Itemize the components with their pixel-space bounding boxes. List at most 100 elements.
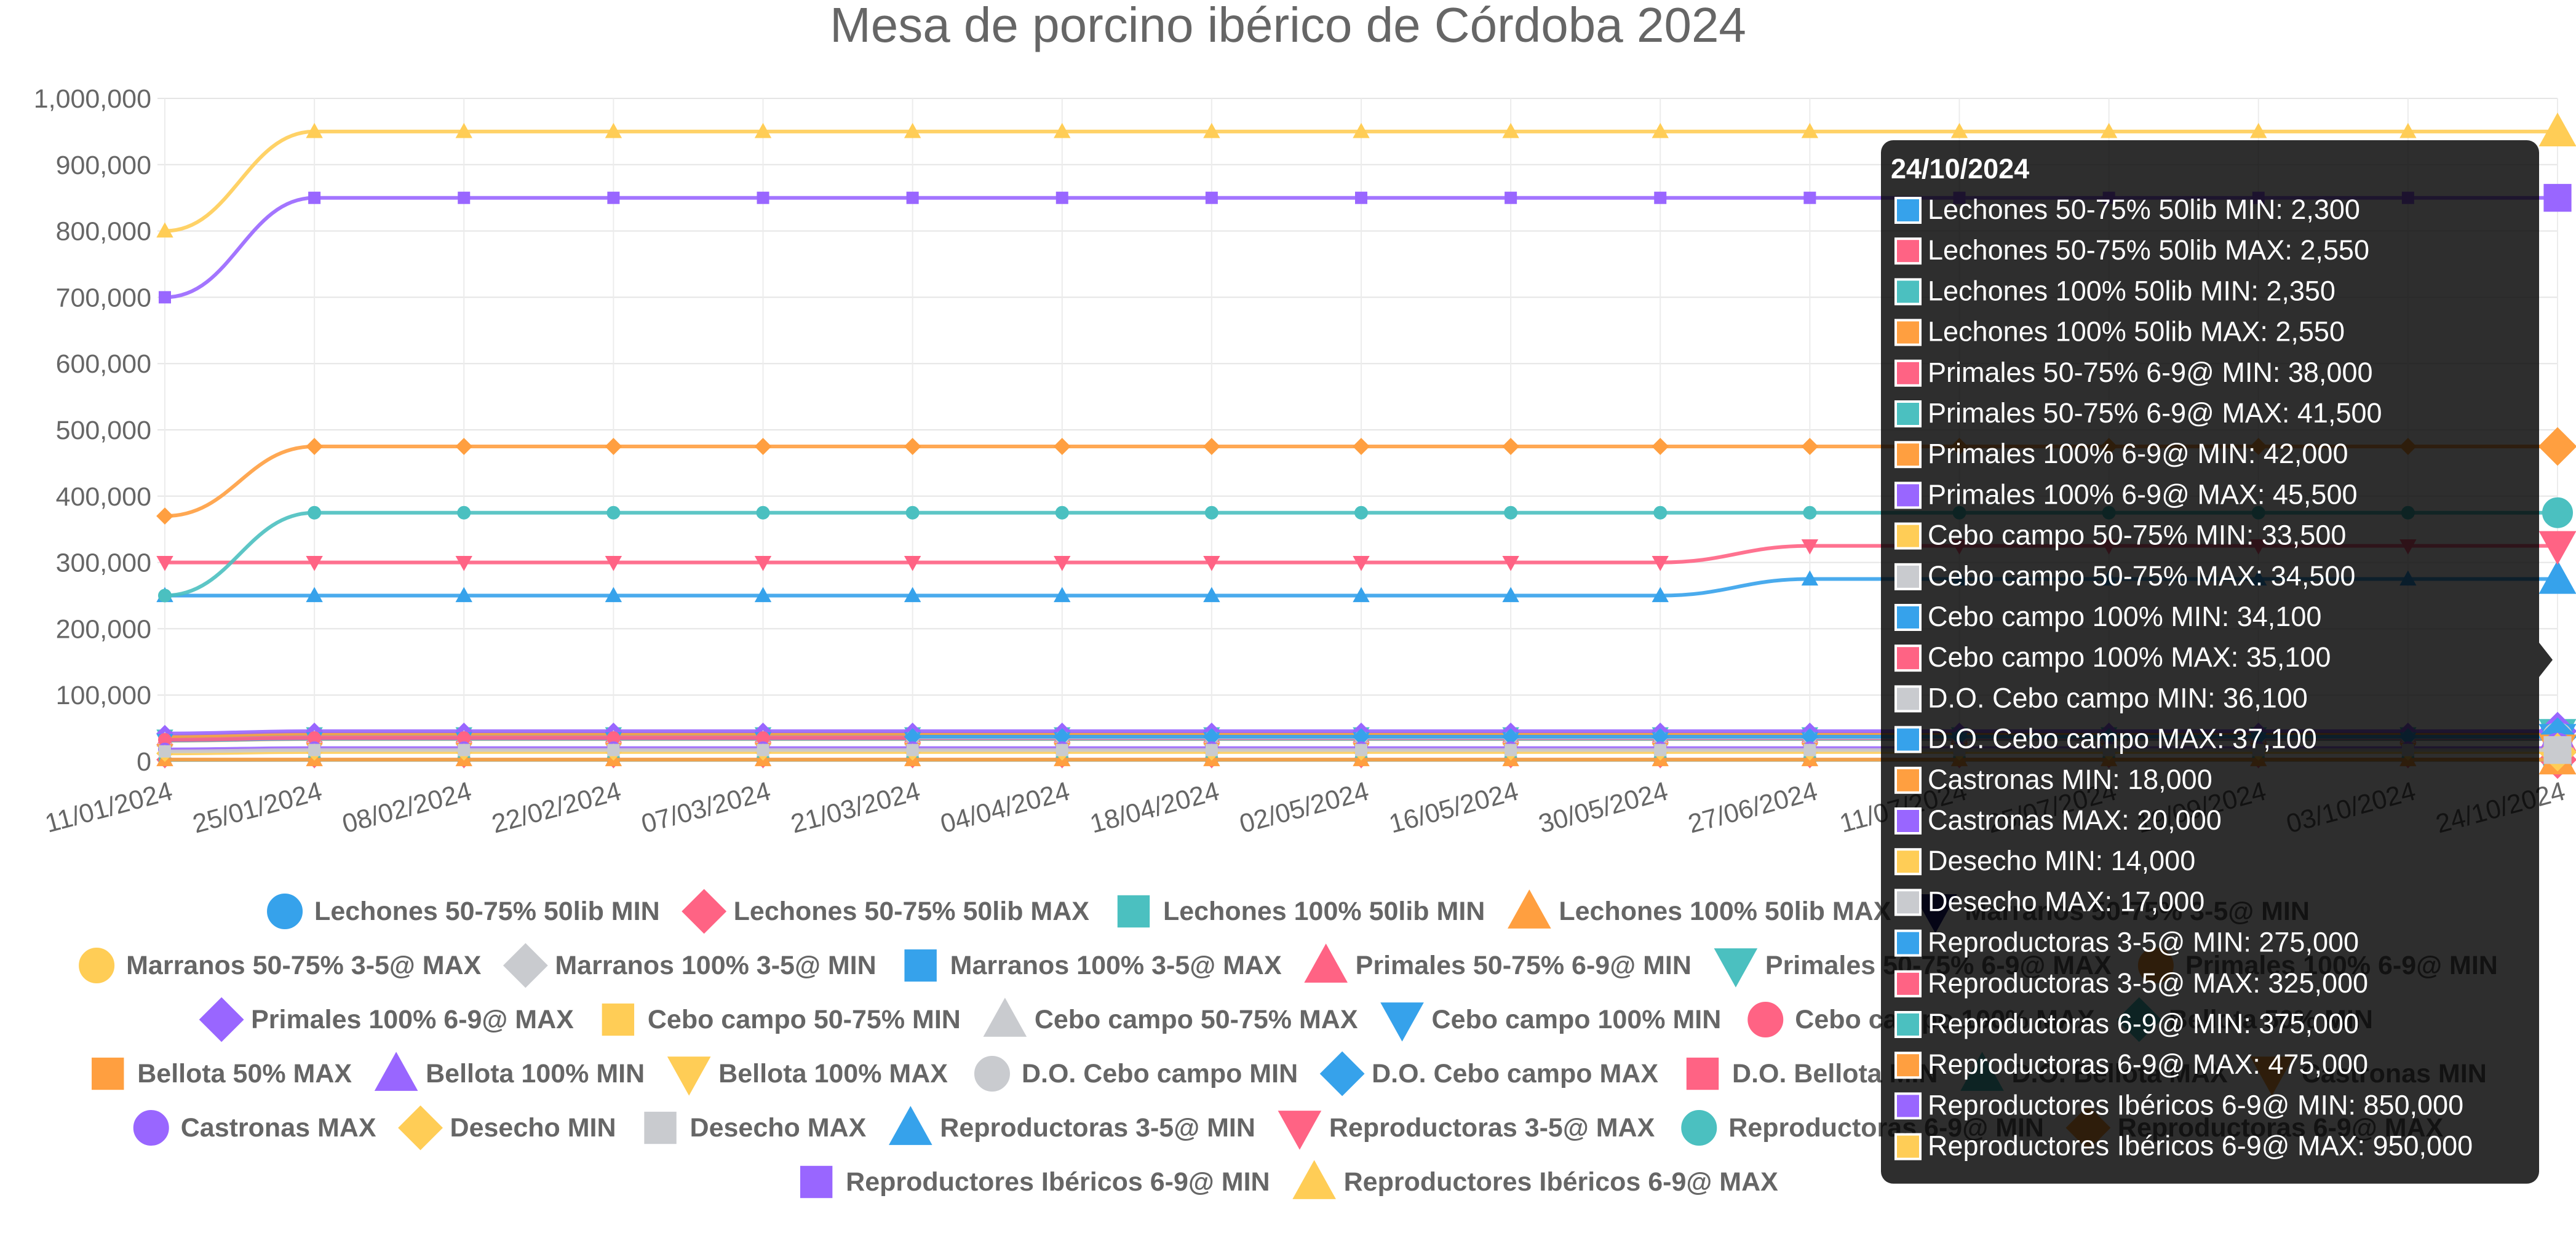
x-tick-label: 18/04/2024 bbox=[1087, 777, 1222, 839]
data-point-hovered bbox=[2543, 498, 2572, 528]
legend-label: Lechones 50-75% 50lib MIN bbox=[314, 897, 660, 926]
data-point bbox=[1204, 438, 1219, 454]
legend-item[interactable]: Marranos 100% 3-5@ MIN bbox=[504, 944, 876, 987]
legend-label: Reproductoras 3-5@ MAX bbox=[1329, 1113, 1655, 1143]
data-point bbox=[1056, 507, 1068, 519]
data-point bbox=[1803, 507, 1816, 519]
legend-label: Cebo campo 50-75% MAX bbox=[1035, 1005, 1358, 1034]
y-tick-label: 700,000 bbox=[56, 283, 151, 312]
legend-item[interactable]: Reproductoras 3-5@ MIN bbox=[890, 1107, 1255, 1144]
legend-item[interactable]: Bellota 50% MAX bbox=[92, 1058, 352, 1089]
legend-swatch bbox=[1715, 949, 1756, 986]
legend-item[interactable]: Desecho MIN bbox=[399, 1106, 616, 1149]
tooltip-swatch bbox=[1897, 850, 1919, 873]
legend-item[interactable]: Lechones 50-75% 50lib MIN bbox=[268, 894, 660, 929]
x-tick-label: 25/01/2024 bbox=[189, 777, 325, 839]
y-tick-label: 200,000 bbox=[56, 614, 151, 644]
y-tick-label: 500,000 bbox=[56, 416, 151, 445]
tooltip-swatch bbox=[1897, 322, 1919, 344]
legend-label: Cebo campo 50-75% MIN bbox=[648, 1005, 961, 1034]
y-axis: 0100,000200,000300,000400,000500,000600,… bbox=[34, 84, 151, 777]
legend-item[interactable]: D.O. Cebo campo MAX bbox=[1321, 1052, 1658, 1095]
data-point bbox=[1206, 507, 1218, 519]
tooltip-swatch bbox=[1897, 1136, 1919, 1158]
legend-item[interactable]: Castronas MAX bbox=[134, 1111, 376, 1145]
tooltip-line: Lechones 100% 50lib MIN: 2,350 bbox=[1928, 275, 2335, 306]
data-point bbox=[456, 438, 472, 454]
legend-label: Lechones 100% 50lib MAX bbox=[1559, 897, 1891, 926]
data-point bbox=[1356, 745, 1367, 756]
x-tick-label: 04/04/2024 bbox=[937, 777, 1073, 839]
tooltip-swatch bbox=[1897, 1013, 1919, 1036]
data-point bbox=[1356, 192, 1367, 204]
data-point-hovered bbox=[2544, 184, 2570, 211]
y-tick-label: 0 bbox=[137, 747, 151, 777]
x-tick-label: 22/02/2024 bbox=[489, 777, 624, 839]
data-point bbox=[907, 192, 918, 204]
legend-item[interactable]: D.O. Cebo campo MIN bbox=[975, 1057, 1298, 1091]
legend-swatch bbox=[603, 1004, 634, 1035]
tooltip-swatch bbox=[1897, 810, 1919, 832]
y-tick-label: 1,000,000 bbox=[34, 84, 151, 114]
legend-item[interactable]: Marranos 50-75% 3-5@ MAX bbox=[79, 948, 482, 983]
data-point bbox=[1655, 745, 1666, 756]
legend-item[interactable]: Cebo campo 100% MIN bbox=[1381, 1003, 1721, 1040]
legend-label: Lechones 100% 50lib MIN bbox=[1163, 897, 1485, 926]
legend-swatch bbox=[200, 998, 243, 1041]
tooltip-line: Lechones 50-75% 50lib MAX: 2,550 bbox=[1928, 234, 2369, 266]
legend-item[interactable]: Lechones 100% 50lib MIN bbox=[1118, 896, 1485, 927]
data-point bbox=[1653, 438, 1668, 454]
legend-item[interactable]: Reproductores Ibéricos 6-9@ MIN bbox=[801, 1167, 1270, 1197]
legend-item[interactable]: Lechones 50-75% 50lib MAX bbox=[683, 890, 1090, 933]
data-point bbox=[907, 745, 918, 756]
legend-swatch bbox=[1748, 1002, 1783, 1037]
data-point bbox=[1206, 745, 1217, 756]
tooltip-swatch bbox=[1897, 280, 1919, 303]
legend-item[interactable]: Cebo campo 50-75% MIN bbox=[603, 1004, 961, 1035]
legend-swatch bbox=[399, 1106, 442, 1149]
tooltip-line: Reproductoras 3-5@ MAX: 325,000 bbox=[1928, 967, 2368, 999]
data-point bbox=[907, 507, 919, 519]
x-tick-label: 07/03/2024 bbox=[638, 777, 774, 839]
y-tick-label: 600,000 bbox=[56, 349, 151, 379]
legend-item[interactable]: Desecho MAX bbox=[645, 1112, 866, 1143]
legend-item[interactable]: Bellota 100% MIN bbox=[376, 1053, 645, 1090]
data-point bbox=[1054, 438, 1070, 454]
data-point bbox=[1804, 192, 1815, 204]
chart-title: Mesa de porcino ibérico de Córdoba 2024 bbox=[830, 0, 1746, 52]
legend-label: Lechones 50-75% 50lib MAX bbox=[734, 897, 1090, 926]
tooltip-swatch bbox=[1897, 403, 1919, 425]
legend-item[interactable]: Cebo campo 50-75% MAX bbox=[984, 999, 1358, 1036]
tooltip-line: Cebo campo 50-75% MAX: 34,500 bbox=[1928, 560, 2355, 592]
legend-item[interactable]: Primales 50-75% 6-9@ MIN bbox=[1305, 945, 1691, 981]
legend-item[interactable]: Marranos 100% 3-5@ MAX bbox=[905, 950, 1282, 981]
tooltip-swatch bbox=[1897, 199, 1919, 221]
data-point bbox=[309, 192, 320, 204]
data-point bbox=[1655, 192, 1666, 204]
legend-swatch bbox=[801, 1167, 832, 1197]
x-tick-label: 27/06/2024 bbox=[1685, 777, 1821, 839]
tooltip-line: Castronas MIN: 18,000 bbox=[1928, 764, 2212, 795]
data-point-hovered bbox=[2544, 737, 2570, 763]
data-point bbox=[758, 192, 769, 204]
y-tick-label: 900,000 bbox=[56, 151, 151, 180]
tooltip-swatch bbox=[1897, 606, 1919, 628]
legend-item[interactable]: Lechones 100% 50lib MAX bbox=[1509, 890, 1891, 927]
data-point bbox=[608, 192, 619, 204]
data-point bbox=[1057, 745, 1068, 756]
legend-swatch bbox=[79, 948, 114, 983]
tooltip-swatch bbox=[1897, 1095, 1919, 1117]
legend-item[interactable]: Reproductoras 3-5@ MAX bbox=[1279, 1111, 1655, 1148]
data-point bbox=[1505, 507, 1517, 519]
legend-label: D.O. Cebo campo MAX bbox=[1372, 1059, 1658, 1088]
legend-item[interactable]: Reproductores Ibéricos 6-9@ MAX bbox=[1294, 1161, 1778, 1198]
tooltip-line: Desecho MIN: 14,000 bbox=[1928, 845, 2195, 876]
legend-item[interactable]: Bellota 100% MAX bbox=[669, 1057, 948, 1094]
legend-swatch bbox=[645, 1112, 675, 1143]
data-point bbox=[607, 507, 619, 519]
tooltip-swatch bbox=[1897, 729, 1919, 751]
tooltip-line: Lechones 100% 50lib MAX: 2,550 bbox=[1928, 316, 2345, 347]
legend-swatch bbox=[1294, 1161, 1335, 1198]
legend-item[interactable]: Primales 100% 6-9@ MAX bbox=[200, 998, 574, 1041]
legend-swatch bbox=[92, 1058, 123, 1089]
